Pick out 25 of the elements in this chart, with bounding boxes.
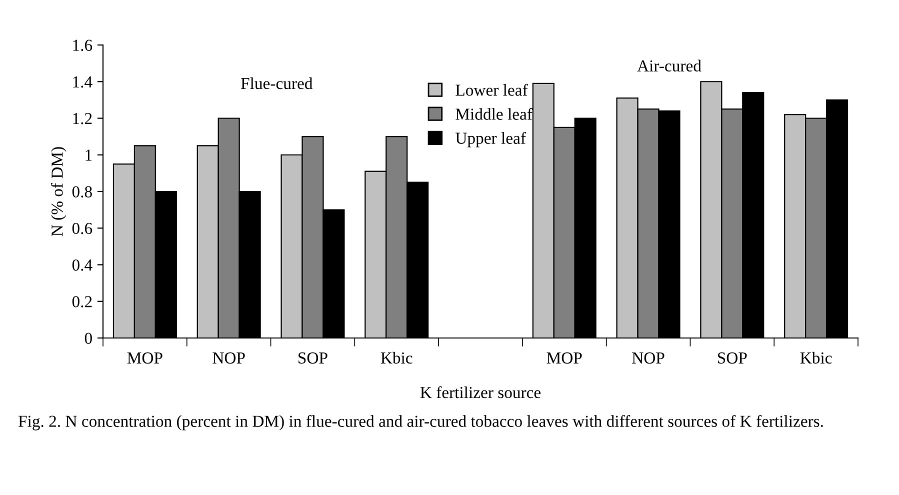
x-tick-label: SOP [718,352,747,364]
y-tick-label: 0.4 [72,259,92,271]
y-axis-title: N (% of DM) [50,147,66,236]
legend-label: Upper leaf [456,132,526,148]
x-tick-label: SOP [298,352,328,364]
annotation: Flue-cured [241,77,313,90]
y-tick-label: 0.8 [72,186,92,198]
x-tick-label: MOP [546,352,582,364]
y-tick-label: 1.2 [73,112,92,124]
y-tick-label: 1.4 [73,76,92,88]
legend-label: Middle leaf [456,108,532,120]
x-axis-title: K fertilizer source [420,386,541,398]
x-tick-label: Kbic [380,352,412,364]
y-tick-label: 1 [86,150,92,161]
x-tick-label: NOP [632,352,664,364]
x-tick-label: MOP [127,352,162,364]
legend-label: Lower leaf [456,84,528,96]
y-tick-label: 0.2 [72,296,92,308]
y-tick-label: 1.6 [73,40,92,52]
y-tick-label: 0 [84,332,92,344]
caption: Fig. 2. N concentration (percent in DM) in flue-cured and air-cured tobacco leaves with different sources of K fertilizers. [18,415,823,430]
x-tick-label: Kbic [800,352,832,364]
annotation: Air-cured [637,60,702,72]
y-tick-label: 0.6 [72,222,92,234]
x-tick-label: NOP [212,352,245,364]
